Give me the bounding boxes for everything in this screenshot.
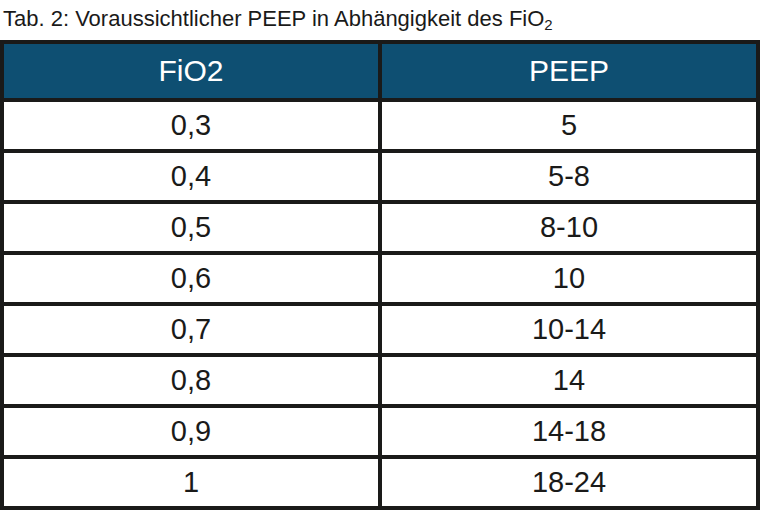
- table-row: 0,8 14: [2, 355, 758, 406]
- table-header: FiO2 PEEP: [2, 42, 758, 100]
- document-page: Tab. 2: Voraussichtlicher PEEP in Abhäng…: [0, 0, 760, 518]
- cell-peep: 14: [380, 355, 758, 406]
- table-row: 1 18-24: [2, 457, 758, 508]
- cell-fio2: 0,8: [2, 355, 380, 406]
- table-caption-subscript: 2: [544, 16, 552, 33]
- cell-fio2: 0,4: [2, 151, 380, 202]
- cell-peep: 5: [380, 100, 758, 151]
- cell-fio2: 1: [2, 457, 380, 508]
- cell-peep: 10: [380, 253, 758, 304]
- cell-peep: 18-24: [380, 457, 758, 508]
- cell-peep: 10-14: [380, 304, 758, 355]
- table-header-row: FiO2 PEEP: [2, 42, 758, 100]
- cell-peep: 14-18: [380, 406, 758, 457]
- column-header-peep: PEEP: [380, 42, 758, 100]
- table-row: 0,3 5: [2, 100, 758, 151]
- table-row: 0,5 8-10: [2, 202, 758, 253]
- cell-fio2: 0,6: [2, 253, 380, 304]
- cell-fio2: 0,5: [2, 202, 380, 253]
- cell-fio2: 0,7: [2, 304, 380, 355]
- table-row: 0,7 10-14: [2, 304, 758, 355]
- cell-peep: 8-10: [380, 202, 758, 253]
- cell-fio2: 0,3: [2, 100, 380, 151]
- table-row: 0,6 10: [2, 253, 758, 304]
- peep-fio2-table: FiO2 PEEP 0,3 5 0,4 5-8 0,5 8-10 0,6 10: [0, 40, 760, 510]
- table-caption: Tab. 2: Voraussichtlicher PEEP in Abhäng…: [0, 0, 760, 40]
- table-row: 0,4 5-8: [2, 151, 758, 202]
- column-header-fio2: FiO2: [2, 42, 380, 100]
- cell-peep: 5-8: [380, 151, 758, 202]
- cell-fio2: 0,9: [2, 406, 380, 457]
- table-row: 0,9 14-18: [2, 406, 758, 457]
- table-caption-text: Tab. 2: Voraussichtlicher PEEP in Abhäng…: [3, 6, 544, 31]
- table-body: 0,3 5 0,4 5-8 0,5 8-10 0,6 10 0,7 10-14 …: [2, 100, 758, 508]
